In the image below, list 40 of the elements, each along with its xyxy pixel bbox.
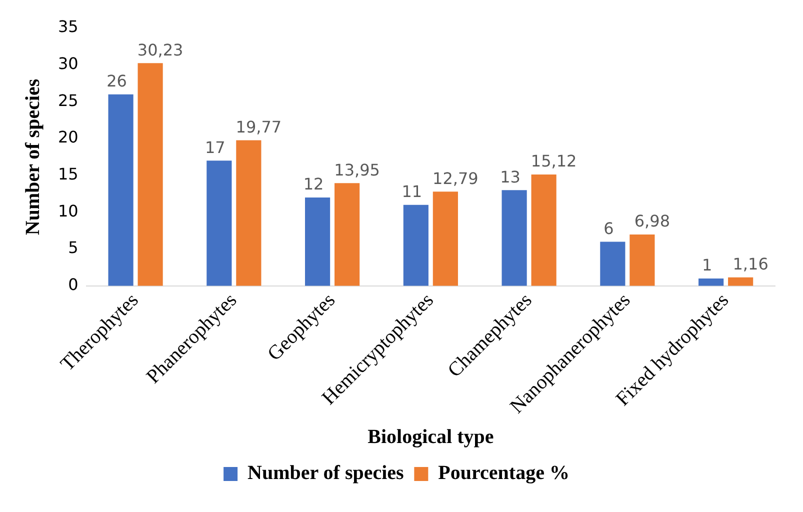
data-label: 6 — [604, 218, 614, 238]
y-tick-label: 25 — [58, 90, 78, 110]
data-label: 13,95 — [334, 160, 380, 180]
bar — [206, 160, 232, 286]
data-label: 17 — [204, 138, 226, 157]
y-tick-label: 10 — [58, 201, 78, 220]
data-label: 30,23 — [137, 40, 184, 60]
bar — [432, 192, 458, 286]
data-label: 19,77 — [236, 117, 282, 136]
data-label: 15,12 — [530, 152, 577, 171]
bar — [138, 63, 163, 286]
bar — [236, 140, 262, 286]
y-tick-label: 15 — [58, 164, 78, 184]
data-label: 1 — [702, 256, 712, 275]
y-tick-label: 20 — [58, 128, 78, 147]
bar — [531, 174, 556, 286]
y-tick-label: 30 — [58, 54, 78, 74]
bar — [600, 242, 626, 286]
bar — [108, 94, 134, 286]
y-tick-label: 35 — [58, 17, 78, 36]
data-label: 12 — [303, 174, 324, 194]
bar — [403, 204, 428, 286]
data-label: 26 — [106, 71, 127, 90]
data-label: 12,79 — [432, 168, 478, 188]
bar — [305, 197, 330, 286]
bar — [698, 278, 724, 286]
x-axis-title: Biological type — [368, 426, 494, 448]
data-label: 13 — [500, 167, 520, 186]
legend-label: Pourcentage % — [438, 462, 570, 484]
data-label: 6,98 — [634, 212, 670, 231]
legend-label: Number of species — [248, 462, 404, 484]
bar — [728, 277, 754, 286]
y-axis-title: Number of species — [22, 78, 44, 236]
bar — [630, 234, 655, 286]
bar — [502, 190, 527, 286]
y-tick-label: 5 — [68, 238, 78, 258]
data-label: 1,16 — [732, 254, 768, 274]
y-tick-label: 0 — [68, 275, 78, 294]
bar — [334, 183, 360, 286]
data-label: 11 — [402, 182, 422, 202]
